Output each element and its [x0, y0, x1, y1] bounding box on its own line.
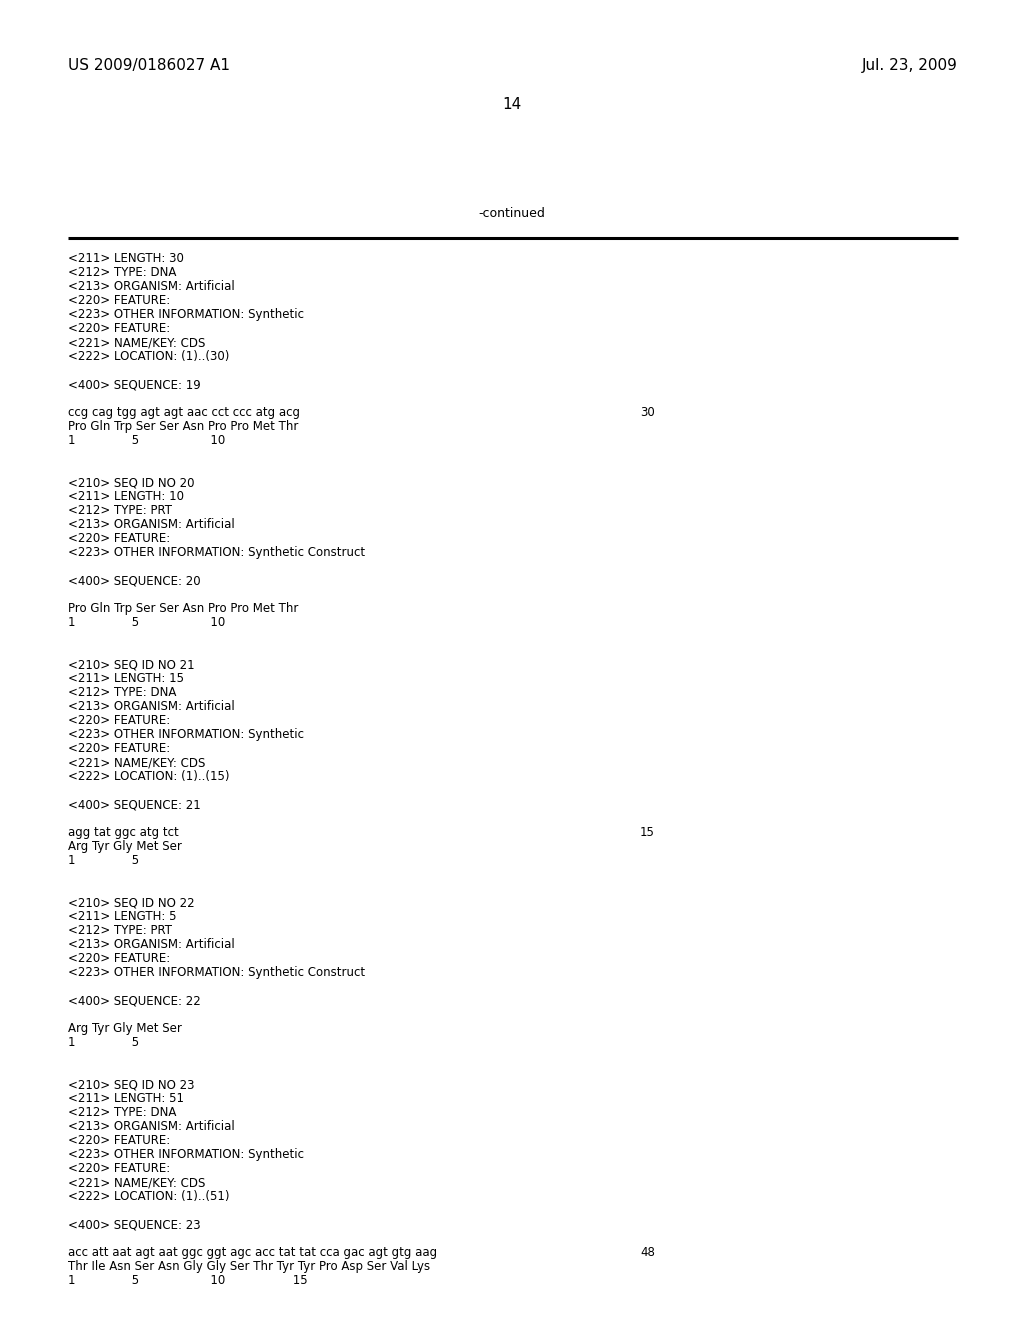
- Text: <220> FEATURE:: <220> FEATURE:: [68, 294, 170, 308]
- Text: <213> ORGANISM: Artificial: <213> ORGANISM: Artificial: [68, 939, 234, 950]
- Text: Arg Tyr Gly Met Ser: Arg Tyr Gly Met Ser: [68, 840, 182, 853]
- Text: <220> FEATURE:: <220> FEATURE:: [68, 1134, 170, 1147]
- Text: <211> LENGTH: 15: <211> LENGTH: 15: [68, 672, 184, 685]
- Text: <400> SEQUENCE: 21: <400> SEQUENCE: 21: [68, 799, 201, 810]
- Text: ccg cag tgg agt agt aac cct ccc atg acg: ccg cag tgg agt agt aac cct ccc atg acg: [68, 407, 300, 418]
- Text: <212> TYPE: DNA: <212> TYPE: DNA: [68, 1106, 176, 1119]
- Text: 30: 30: [640, 407, 654, 418]
- Text: 48: 48: [640, 1246, 655, 1259]
- Text: -continued: -continued: [478, 207, 546, 220]
- Text: 1               5                   10: 1 5 10: [68, 616, 225, 630]
- Text: <211> LENGTH: 51: <211> LENGTH: 51: [68, 1092, 184, 1105]
- Text: <210> SEQ ID NO 20: <210> SEQ ID NO 20: [68, 477, 195, 488]
- Text: <220> FEATURE:: <220> FEATURE:: [68, 952, 170, 965]
- Text: Jul. 23, 2009: Jul. 23, 2009: [862, 58, 958, 73]
- Text: 1               5                   10: 1 5 10: [68, 434, 225, 447]
- Text: <220> FEATURE:: <220> FEATURE:: [68, 322, 170, 335]
- Text: 1               5                   10                  15: 1 5 10 15: [68, 1274, 307, 1287]
- Text: <221> NAME/KEY: CDS: <221> NAME/KEY: CDS: [68, 337, 206, 348]
- Text: <210> SEQ ID NO 22: <210> SEQ ID NO 22: [68, 896, 195, 909]
- Text: <221> NAME/KEY: CDS: <221> NAME/KEY: CDS: [68, 756, 206, 770]
- Text: <222> LOCATION: (1)..(15): <222> LOCATION: (1)..(15): [68, 770, 229, 783]
- Text: acc att aat agt aat ggc ggt agc acc tat tat cca gac agt gtg aag: acc att aat agt aat ggc ggt agc acc tat …: [68, 1246, 437, 1259]
- Text: <210> SEQ ID NO 23: <210> SEQ ID NO 23: [68, 1078, 195, 1092]
- Text: <400> SEQUENCE: 20: <400> SEQUENCE: 20: [68, 574, 201, 587]
- Text: <400> SEQUENCE: 22: <400> SEQUENCE: 22: [68, 994, 201, 1007]
- Text: <400> SEQUENCE: 23: <400> SEQUENCE: 23: [68, 1218, 201, 1232]
- Text: <213> ORGANISM: Artificial: <213> ORGANISM: Artificial: [68, 280, 234, 293]
- Text: Pro Gln Trp Ser Ser Asn Pro Pro Met Thr: Pro Gln Trp Ser Ser Asn Pro Pro Met Thr: [68, 602, 298, 615]
- Text: <221> NAME/KEY: CDS: <221> NAME/KEY: CDS: [68, 1176, 206, 1189]
- Text: <220> FEATURE:: <220> FEATURE:: [68, 742, 170, 755]
- Text: <223> OTHER INFORMATION: Synthetic Construct: <223> OTHER INFORMATION: Synthetic Const…: [68, 546, 366, 558]
- Text: 15: 15: [640, 826, 655, 840]
- Text: <222> LOCATION: (1)..(30): <222> LOCATION: (1)..(30): [68, 350, 229, 363]
- Text: <213> ORGANISM: Artificial: <213> ORGANISM: Artificial: [68, 517, 234, 531]
- Text: <223> OTHER INFORMATION: Synthetic: <223> OTHER INFORMATION: Synthetic: [68, 308, 304, 321]
- Text: agg tat ggc atg tct: agg tat ggc atg tct: [68, 826, 179, 840]
- Text: Pro Gln Trp Ser Ser Asn Pro Pro Met Thr: Pro Gln Trp Ser Ser Asn Pro Pro Met Thr: [68, 420, 298, 433]
- Text: <212> TYPE: DNA: <212> TYPE: DNA: [68, 267, 176, 279]
- Text: <220> FEATURE:: <220> FEATURE:: [68, 532, 170, 545]
- Text: <400> SEQUENCE: 19: <400> SEQUENCE: 19: [68, 378, 201, 391]
- Text: <212> TYPE: PRT: <212> TYPE: PRT: [68, 924, 172, 937]
- Text: <213> ORGANISM: Artificial: <213> ORGANISM: Artificial: [68, 1119, 234, 1133]
- Text: <211> LENGTH: 30: <211> LENGTH: 30: [68, 252, 184, 265]
- Text: US 2009/0186027 A1: US 2009/0186027 A1: [68, 58, 230, 73]
- Text: <220> FEATURE:: <220> FEATURE:: [68, 1162, 170, 1175]
- Text: <211> LENGTH: 5: <211> LENGTH: 5: [68, 909, 176, 923]
- Text: <212> TYPE: DNA: <212> TYPE: DNA: [68, 686, 176, 700]
- Text: Arg Tyr Gly Met Ser: Arg Tyr Gly Met Ser: [68, 1022, 182, 1035]
- Text: <212> TYPE: PRT: <212> TYPE: PRT: [68, 504, 172, 517]
- Text: Thr Ile Asn Ser Asn Gly Gly Ser Thr Tyr Tyr Pro Asp Ser Val Lys: Thr Ile Asn Ser Asn Gly Gly Ser Thr Tyr …: [68, 1261, 430, 1272]
- Text: 14: 14: [503, 96, 521, 112]
- Text: <210> SEQ ID NO 21: <210> SEQ ID NO 21: [68, 657, 195, 671]
- Text: <213> ORGANISM: Artificial: <213> ORGANISM: Artificial: [68, 700, 234, 713]
- Text: <223> OTHER INFORMATION: Synthetic: <223> OTHER INFORMATION: Synthetic: [68, 729, 304, 741]
- Text: <211> LENGTH: 10: <211> LENGTH: 10: [68, 490, 184, 503]
- Text: 1               5: 1 5: [68, 854, 139, 867]
- Text: <222> LOCATION: (1)..(51): <222> LOCATION: (1)..(51): [68, 1191, 229, 1203]
- Text: 1               5: 1 5: [68, 1036, 139, 1049]
- Text: <220> FEATURE:: <220> FEATURE:: [68, 714, 170, 727]
- Text: <223> OTHER INFORMATION: Synthetic Construct: <223> OTHER INFORMATION: Synthetic Const…: [68, 966, 366, 979]
- Text: <223> OTHER INFORMATION: Synthetic: <223> OTHER INFORMATION: Synthetic: [68, 1148, 304, 1162]
